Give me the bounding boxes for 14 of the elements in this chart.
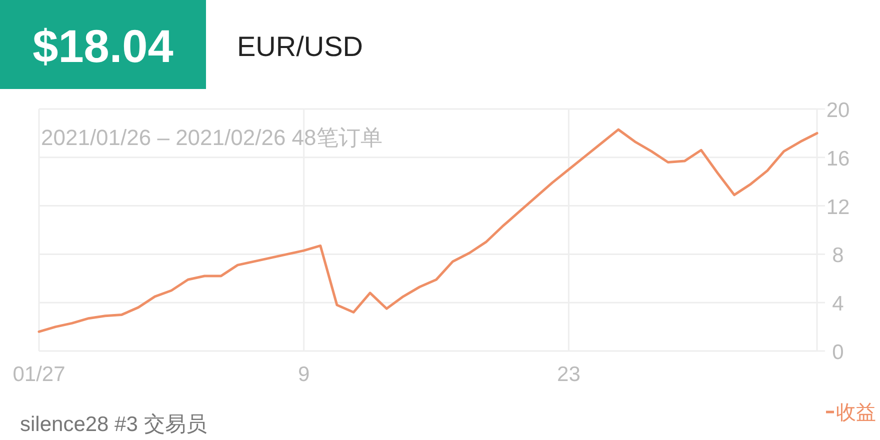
x-tick-label: 23: [557, 363, 580, 386]
y-tick-label: 8: [832, 244, 844, 268]
text: silence28 #3 交易员: [20, 413, 207, 436]
chart-title: EUR/USD: [237, 31, 364, 62]
y-tick-label: 4: [832, 292, 844, 316]
y-tick-label: 20: [826, 99, 850, 122]
y-tick-label: 0: [832, 341, 844, 364]
text: $18.04: [32, 20, 174, 72]
y-tick-label: 16: [826, 147, 850, 170]
x-tick-label: 9: [298, 363, 310, 386]
x-tick-label: 01/27: [12, 363, 66, 386]
legend-label: 收益: [836, 402, 876, 424]
text: 2021/01/26 – 2021/02/26 48笔订单: [41, 125, 382, 150]
y-tick-label: 12: [826, 196, 850, 219]
